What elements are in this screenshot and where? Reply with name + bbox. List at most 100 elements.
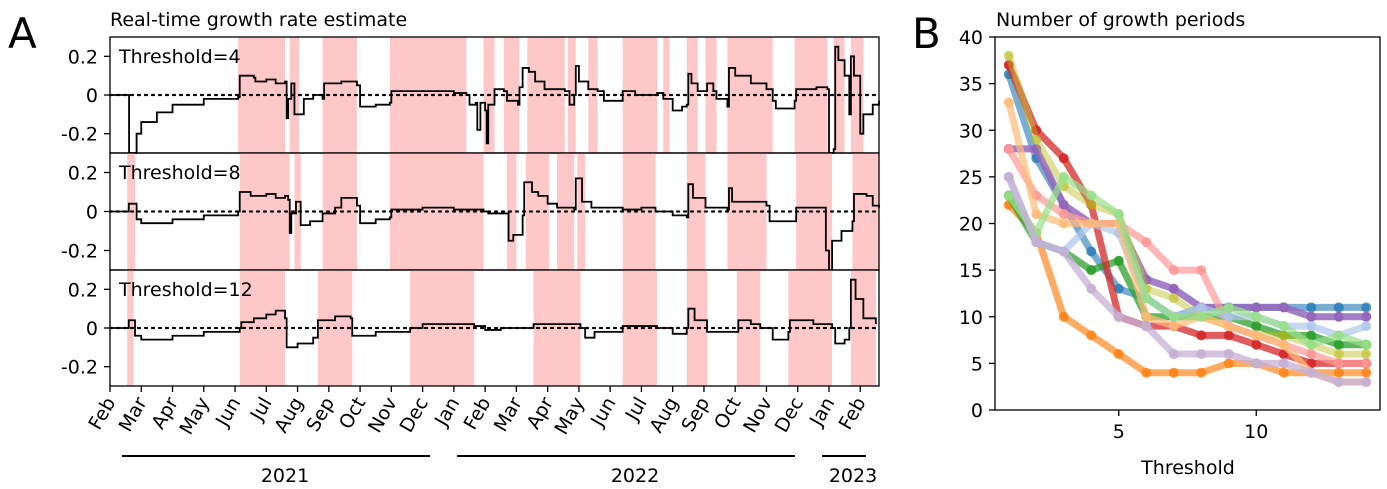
series-point (1086, 330, 1097, 341)
threshold-label: Threshold=4 (118, 46, 241, 68)
month-label: Nov (739, 394, 777, 437)
ytick-label: 15 (959, 260, 983, 282)
month-label: Dec (395, 394, 432, 437)
month-label: Mar (490, 393, 527, 435)
series-point (1003, 50, 1014, 61)
ytick-label: 40 (959, 27, 983, 49)
series-point (1168, 311, 1179, 322)
month-label: Jun (586, 394, 620, 432)
year-label: 2021 (261, 465, 309, 487)
series-point (1251, 330, 1262, 341)
series-point (1361, 311, 1372, 322)
series-point (1141, 293, 1152, 304)
series-point (1223, 349, 1234, 360)
ytick-label: 0.2 (68, 279, 98, 301)
series-point (1031, 134, 1042, 145)
series-point (1333, 339, 1344, 350)
series-point (1168, 293, 1179, 304)
series-point (1058, 218, 1069, 229)
growth-period (686, 153, 706, 270)
series-point (1223, 302, 1234, 313)
series-point (1058, 311, 1069, 322)
series-point (1058, 199, 1069, 210)
series-point (1058, 153, 1069, 164)
growth-rate-line (110, 278, 877, 349)
month-label: Feb (84, 394, 120, 434)
series-point (1278, 330, 1289, 341)
series-point (1278, 302, 1289, 313)
series-point (1141, 367, 1152, 378)
threshold-label: Threshold=8 (118, 162, 241, 184)
series-point (1306, 330, 1317, 341)
series-point (1086, 199, 1097, 210)
series-point (1113, 255, 1124, 266)
series-point (1168, 367, 1179, 378)
year-label: 2023 (829, 465, 877, 487)
ytick-label: 0.2 (68, 46, 98, 68)
series-point (1361, 367, 1372, 378)
series-point (1168, 283, 1179, 294)
series-point (1003, 97, 1014, 108)
series-point (1306, 349, 1317, 360)
ytick-label: 20 (959, 214, 983, 236)
panel-b-xlabel: Threshold (1140, 457, 1235, 479)
ytick-label: 0 (86, 318, 98, 340)
ytick-label: 0 (86, 85, 98, 107)
series-point (1086, 190, 1097, 201)
series-point (1003, 171, 1014, 182)
series-point (1168, 349, 1179, 360)
ytick-label: 25 (959, 167, 983, 189)
xtick-label: 10 (1244, 421, 1268, 443)
series-point (1168, 321, 1179, 332)
month-label: Aug (645, 394, 683, 437)
growth-period (294, 153, 301, 270)
series-point (1003, 59, 1014, 70)
ytick-label: 0 (971, 400, 983, 422)
series-point (1196, 311, 1207, 322)
series-point (1251, 339, 1262, 350)
series-point (1196, 302, 1207, 313)
series-point (1223, 330, 1234, 341)
series-point (1141, 311, 1152, 322)
series-point (1113, 349, 1124, 360)
series-point (1058, 209, 1069, 220)
series-point (1361, 302, 1372, 313)
series-point (1196, 367, 1207, 378)
series-point (1333, 377, 1344, 388)
ytick-label: 5 (971, 353, 983, 375)
series-point (1278, 339, 1289, 350)
ytick-label: 0.2 (68, 163, 98, 185)
series-point (1306, 339, 1317, 350)
month-label: Aug (270, 394, 308, 437)
month-label: Dec (771, 394, 808, 437)
xtick-label: 5 (1113, 421, 1125, 443)
series-point (1113, 283, 1124, 294)
panel-a-letter: A (8, 9, 37, 58)
series-point (1086, 246, 1097, 257)
series-point (1306, 321, 1317, 332)
series-point (1251, 302, 1262, 313)
series-line (1005, 173, 1370, 349)
series-point (1086, 265, 1097, 276)
series-point (1113, 209, 1124, 220)
series-point (1278, 367, 1289, 378)
series-point (1223, 311, 1234, 322)
panel-b-letter: B (912, 9, 941, 58)
month-label: Jul (246, 394, 277, 426)
ytick-label: -0.2 (61, 241, 98, 263)
month-label: Jan (430, 394, 464, 431)
month-label: Sep (302, 394, 339, 436)
growth-rate-line (110, 177, 880, 271)
month-label: Feb (460, 394, 496, 434)
month-label: May (175, 394, 214, 439)
series-point (1333, 302, 1344, 313)
series-point (1031, 209, 1042, 220)
series-point (1361, 321, 1372, 332)
series-point (1333, 311, 1344, 322)
series-point (1278, 358, 1289, 369)
ytick-label: -0.2 (61, 124, 98, 146)
series-point (1278, 321, 1289, 332)
panel-a-title: Real-time growth rate estimate (110, 9, 407, 31)
month-label: Mar (115, 393, 152, 435)
